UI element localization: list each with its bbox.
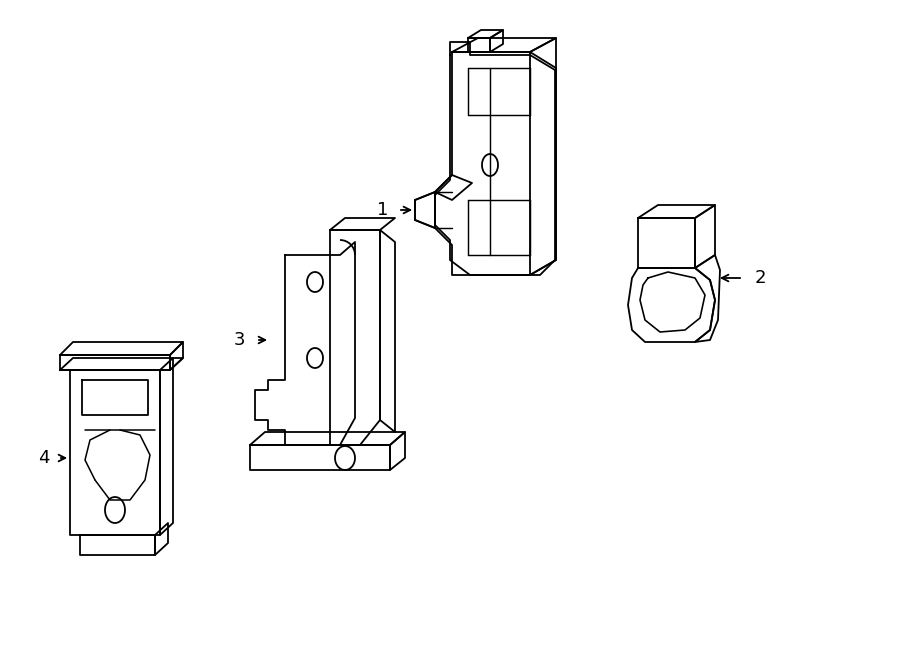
Text: 3: 3 [233, 331, 245, 349]
Text: 2: 2 [755, 269, 767, 287]
Text: 1: 1 [376, 201, 388, 219]
Text: 4: 4 [39, 449, 50, 467]
